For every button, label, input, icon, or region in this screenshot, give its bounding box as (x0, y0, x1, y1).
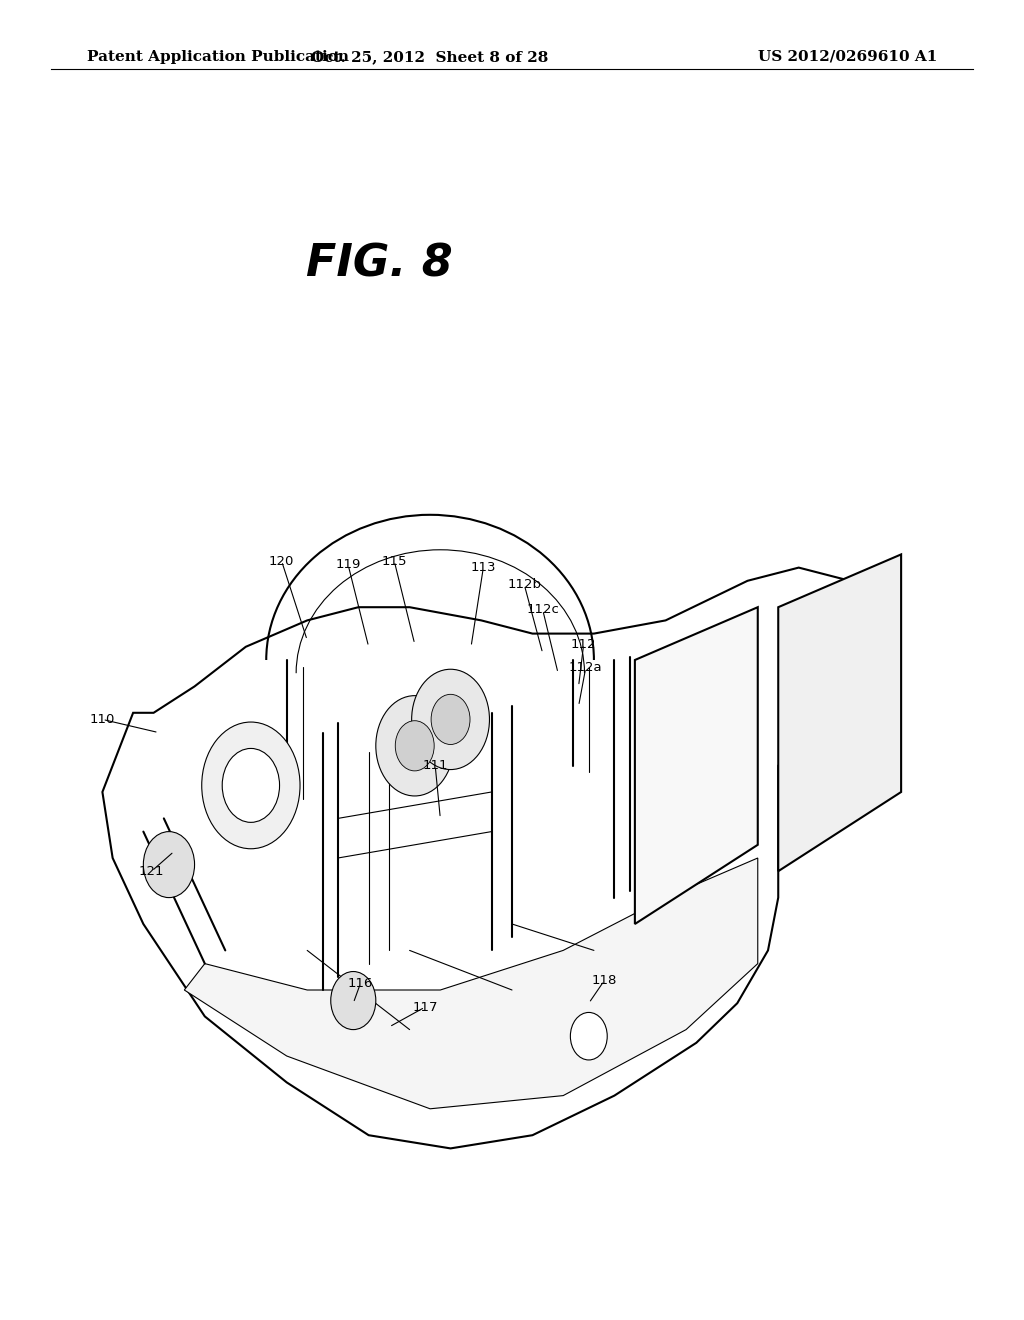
Text: 116: 116 (348, 977, 373, 990)
Circle shape (143, 832, 195, 898)
Text: FIG. 8: FIG. 8 (305, 243, 453, 285)
Text: 113: 113 (471, 561, 496, 574)
Circle shape (395, 721, 434, 771)
Text: US 2012/0269610 A1: US 2012/0269610 A1 (758, 50, 937, 63)
Text: 119: 119 (336, 558, 360, 572)
Polygon shape (102, 568, 891, 1148)
Polygon shape (184, 858, 758, 1109)
Text: 112c: 112c (526, 603, 559, 616)
Circle shape (376, 696, 454, 796)
Text: 117: 117 (413, 1001, 437, 1014)
Text: Oct. 25, 2012  Sheet 8 of 28: Oct. 25, 2012 Sheet 8 of 28 (311, 50, 549, 63)
Text: 120: 120 (269, 554, 294, 568)
Polygon shape (778, 554, 901, 871)
Circle shape (222, 748, 280, 822)
Text: 115: 115 (382, 554, 407, 568)
Polygon shape (635, 607, 758, 924)
Text: 112: 112 (571, 638, 596, 651)
Text: 118: 118 (592, 974, 616, 987)
Text: 112b: 112b (507, 578, 542, 591)
Text: 121: 121 (139, 865, 164, 878)
Circle shape (412, 669, 489, 770)
Text: Patent Application Publication: Patent Application Publication (87, 50, 349, 63)
Circle shape (570, 1012, 607, 1060)
Text: 110: 110 (90, 713, 115, 726)
Circle shape (331, 972, 376, 1030)
Circle shape (202, 722, 300, 849)
Circle shape (431, 694, 470, 744)
Text: 111: 111 (423, 759, 447, 772)
Text: 112a: 112a (569, 661, 602, 675)
